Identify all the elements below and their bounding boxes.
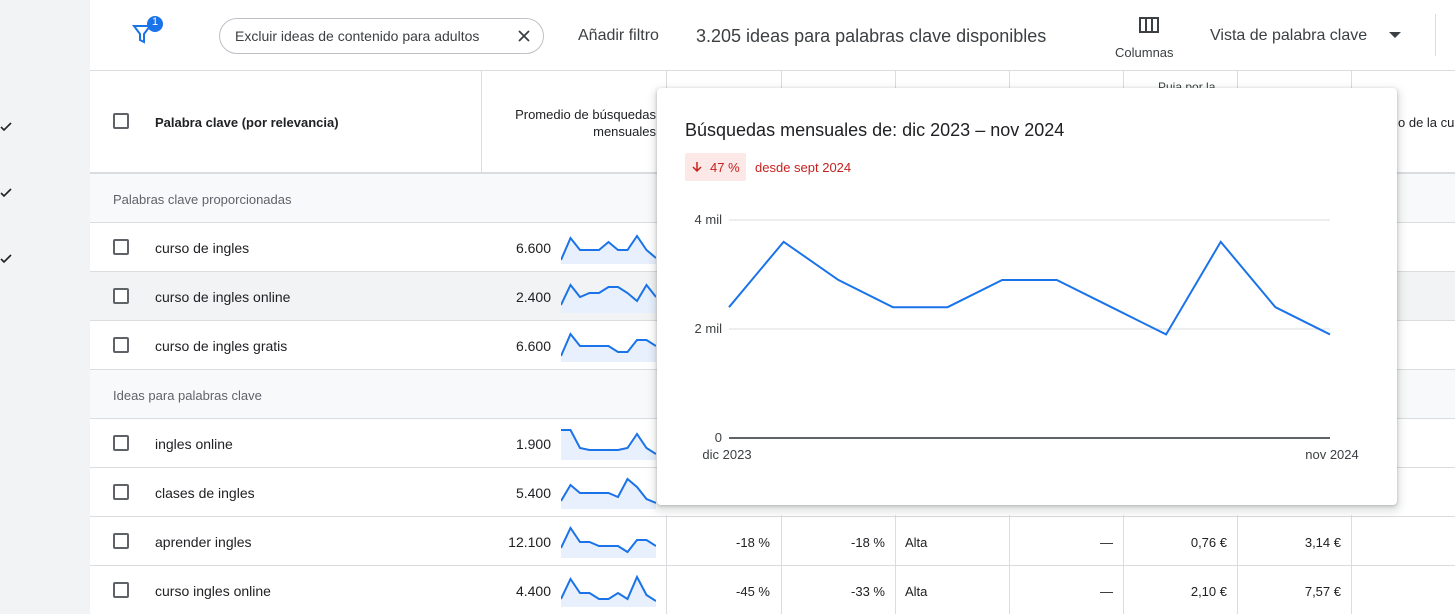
column-divider bbox=[1009, 515, 1010, 614]
filter-button[interactable] bbox=[130, 14, 166, 48]
keyword: ingles online bbox=[155, 436, 233, 452]
column-divider bbox=[895, 515, 896, 614]
dropdown-arrow bbox=[1389, 32, 1401, 38]
metric-cell: 0,76 € bbox=[1190, 535, 1227, 550]
y-tick-label: 4 mil bbox=[695, 212, 723, 227]
y-tick-label: 0 bbox=[715, 430, 722, 445]
avg-searches: 1.900 bbox=[515, 436, 551, 452]
avg-searches: 4.400 bbox=[515, 583, 551, 599]
sparkline bbox=[561, 429, 656, 460]
avg-searches: 6.600 bbox=[515, 240, 551, 256]
avg-searches: 5.400 bbox=[515, 485, 551, 501]
filter-chip[interactable] bbox=[219, 18, 544, 54]
y-tick-label: 2 mil bbox=[695, 321, 723, 336]
divider bbox=[1435, 14, 1436, 56]
chip-label: Excluir ideas de contenido para adultos bbox=[235, 28, 480, 44]
down-arrow bbox=[692, 162, 702, 173]
row-checkbox[interactable] bbox=[113, 582, 129, 598]
check-icon bbox=[0, 122, 12, 132]
sparkline bbox=[561, 234, 656, 264]
x-tick-label: dic 2023 bbox=[702, 447, 751, 462]
change-value: 47 % bbox=[710, 160, 740, 175]
avg-searches: 2.400 bbox=[515, 289, 551, 305]
ideas-count: 3.205 ideas para palabras clave disponib… bbox=[696, 26, 1047, 46]
keyword: curso de ingles gratis bbox=[155, 338, 288, 354]
keyword: curso de ingles bbox=[155, 240, 250, 256]
column-divider bbox=[1351, 515, 1352, 614]
keyword: aprender ingles bbox=[155, 534, 252, 550]
row-checkbox[interactable] bbox=[113, 239, 129, 255]
row-checkbox[interactable] bbox=[113, 533, 129, 549]
column-header[interactable]: Promedio de búsquedas mensuales bbox=[515, 107, 656, 139]
row-border bbox=[90, 565, 1455, 566]
row-checkbox[interactable] bbox=[113, 435, 129, 451]
row-border bbox=[90, 516, 1455, 517]
column-header[interactable]: o de la cu bbox=[1398, 115, 1455, 130]
avg-searches: 12.100 bbox=[508, 534, 551, 550]
sparkline bbox=[561, 574, 656, 607]
change-since: desde sept 2024 bbox=[755, 160, 852, 175]
select-all-checkbox[interactable] bbox=[113, 113, 129, 129]
column-header[interactable]: Palabra clave (por relevancia) bbox=[155, 115, 339, 130]
view-dropdown[interactable]: Vista de palabra clave bbox=[1210, 27, 1368, 44]
keyword: curso ingles online bbox=[155, 583, 271, 599]
filter-badge: 1 bbox=[151, 16, 159, 28]
metric-cell: -18 % bbox=[851, 535, 885, 550]
avg-searches: 6.600 bbox=[515, 338, 551, 354]
sidebar bbox=[0, 0, 90, 614]
row-checkbox[interactable] bbox=[113, 288, 129, 304]
x-tick-label: nov 2024 bbox=[1305, 447, 1359, 462]
group-title: Palabras clave proporcionadas bbox=[113, 192, 292, 207]
column-divider bbox=[1123, 515, 1124, 614]
row-checkbox[interactable] bbox=[113, 484, 129, 500]
search-trend-popup: Búsquedas mensuales de: dic 2023 – nov 2… bbox=[657, 88, 1397, 505]
metric-cell: -45 % bbox=[736, 584, 770, 599]
check-icon bbox=[0, 254, 12, 264]
toolbar bbox=[90, 0, 1455, 71]
metric-cell: 3,14 € bbox=[1304, 535, 1341, 550]
column-divider bbox=[781, 515, 782, 614]
check-icon bbox=[0, 188, 12, 198]
metric-cell: 7,57 € bbox=[1304, 584, 1341, 599]
row-checkbox[interactable] bbox=[113, 337, 129, 353]
group-title: Ideas para palabras clave bbox=[113, 388, 262, 403]
chip-close[interactable] bbox=[517, 29, 531, 43]
sparkline bbox=[561, 332, 656, 362]
metric-cell: -18 % bbox=[736, 535, 770, 550]
sparkline bbox=[561, 477, 656, 509]
column-divider bbox=[481, 70, 482, 174]
columns-icon[interactable] bbox=[1138, 16, 1160, 34]
columns-button[interactable]: Columnas bbox=[1115, 45, 1174, 60]
metric-cell: Alta bbox=[905, 535, 928, 550]
column-divider bbox=[1237, 515, 1238, 614]
metric-cell: 2,10 € bbox=[1190, 584, 1227, 599]
sparkline bbox=[561, 283, 656, 313]
metric-cell: — bbox=[1100, 584, 1113, 599]
metric-cell: Alta bbox=[905, 584, 928, 599]
keyword: clases de ingles bbox=[155, 485, 255, 501]
metric-cell: -33 % bbox=[851, 584, 885, 599]
trend-chart: 0 2 mil 4 mil dic 2023 nov 2024 bbox=[695, 212, 1359, 462]
column-divider bbox=[666, 515, 667, 614]
keyword: curso de ingles online bbox=[155, 289, 291, 305]
sparkline bbox=[561, 525, 656, 558]
change-badge bbox=[685, 153, 746, 181]
metric-cell: — bbox=[1100, 535, 1113, 550]
add-filter[interactable]: Añadir filtro bbox=[578, 27, 659, 44]
trend-line bbox=[728, 240, 1331, 336]
popup-title: Búsquedas mensuales de: dic 2023 – nov 2… bbox=[685, 120, 1065, 140]
